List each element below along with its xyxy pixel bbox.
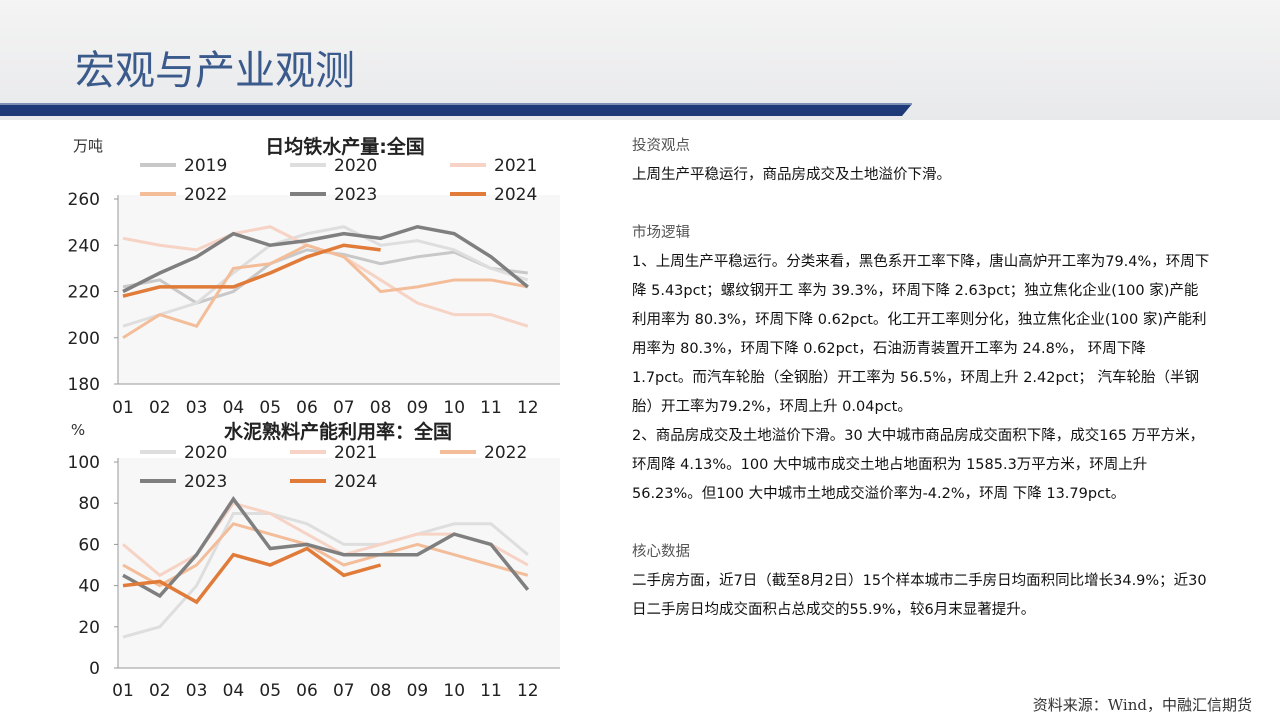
x-tick-label: 06 — [296, 681, 318, 701]
legend-label: 2021 — [334, 443, 377, 463]
x-tick-label: 08 — [370, 681, 392, 701]
x-tick-label: 04 — [223, 681, 245, 701]
x-tick-label: 11 — [480, 398, 502, 418]
y-tick-label: 0 — [89, 659, 100, 679]
y-tick-label: 220 — [68, 283, 100, 303]
text-panel: 投资观点上周生产平稳运行，商品房成交及土地溢价下滑。 市场逻辑 1、上周生产平稳运行… — [632, 132, 1210, 654]
paragraph: 二手房方面，近7日（截至8月2日）15个样本城市二手房日均面积同比增长34.9%… — [632, 573, 1207, 618]
legend-label: 2024 — [334, 472, 377, 492]
y-tick-label: 80 — [78, 494, 100, 514]
section-heading: 投资观点 — [632, 138, 690, 154]
x-tick-label: 05 — [259, 681, 281, 701]
chart-title: 水泥熟料产能利用率：全国 — [224, 420, 452, 443]
legend-label: 2019 — [184, 156, 227, 176]
x-tick-label: 10 — [443, 681, 465, 701]
series-line — [122, 522, 529, 588]
x-tick-label: 07 — [333, 681, 355, 701]
x-tick-label: 08 — [370, 398, 392, 418]
x-tick-label: 06 — [296, 398, 318, 418]
chart-title: 日均铁水产量:全国 — [265, 135, 425, 158]
series-line — [122, 225, 529, 328]
x-tick-label: 03 — [186, 398, 208, 418]
y-tick-label: 240 — [68, 236, 100, 256]
series-line — [122, 546, 382, 605]
paragraph: 2、商品房成交及土地溢价下滑。30 大中城市商品房成交面积下降，成交165 万平… — [632, 428, 1205, 502]
x-tick-label: 05 — [259, 398, 281, 418]
section: 投资观点上周生产平稳运行，商品房成交及土地溢价下滑。 — [632, 132, 1210, 190]
x-tick-label: 09 — [407, 398, 429, 418]
x-tick-label: 02 — [149, 681, 171, 701]
paragraph: 1、上周生产平稳运行。分类来看，黑色系开工率下降，唐山高炉开工率为79.4%，环… — [632, 254, 1210, 415]
y-tick-label: 20 — [78, 618, 100, 638]
series-line — [122, 224, 529, 294]
plot-bg — [118, 195, 560, 384]
legend-label: 2023 — [184, 472, 227, 492]
x-tick-label: 04 — [223, 398, 245, 418]
series-line — [122, 243, 381, 298]
legend-label: 2024 — [494, 185, 537, 205]
series-line — [122, 496, 530, 599]
unit-label: % — [71, 421, 85, 439]
x-tick-label: 10 — [443, 398, 465, 418]
section-heading: 核心数据 — [632, 544, 690, 560]
x-tick-label: 09 — [407, 681, 429, 701]
legend-label: 2023 — [334, 185, 377, 205]
unit-label: 万吨 — [73, 137, 103, 155]
y-tick-label: 180 — [68, 375, 100, 395]
x-tick-label: 01 — [112, 398, 134, 418]
legend-label: 2022 — [184, 185, 227, 205]
x-tick-label: 11 — [480, 681, 502, 701]
section: 核心数据二手房方面，近7日（截至8月2日）15个样本城市二手房日均面积同比增长3… — [632, 538, 1210, 625]
x-tick-label: 03 — [186, 681, 208, 701]
y-tick-label: 100 — [68, 453, 100, 473]
header-bg — [0, 0, 1280, 120]
y-tick-label: 60 — [78, 535, 100, 555]
paragraph: 上周生产平稳运行，商品房成交及土地溢价下滑。 — [632, 167, 951, 183]
x-tick-label: 12 — [517, 398, 539, 418]
legend-label: 2020 — [184, 443, 227, 463]
section: 市场逻辑 1、上周生产平稳运行。分类来看，黑色系开工率下降，唐山高炉开工率为79.… — [632, 219, 1210, 509]
y-tick-label: 260 — [68, 190, 100, 210]
section-heading: 市场逻辑 — [632, 225, 690, 241]
y-tick-label: 40 — [78, 577, 100, 597]
source: 资料来源：Wind，中融汇信期货 — [1032, 696, 1252, 714]
legend-label: 2021 — [494, 156, 537, 176]
y-tick-label: 200 — [68, 329, 100, 349]
legend-label: 2022 — [484, 443, 527, 463]
x-tick-label: 02 — [149, 398, 171, 418]
legend-label: 2020 — [334, 156, 377, 176]
slide-title: 宏观与产业观测 — [75, 48, 355, 94]
x-tick-label: 07 — [333, 398, 355, 418]
header-bar — [0, 104, 912, 116]
series-line — [122, 512, 529, 639]
x-tick-label: 12 — [517, 681, 539, 701]
x-tick-label: 01 — [112, 681, 134, 701]
